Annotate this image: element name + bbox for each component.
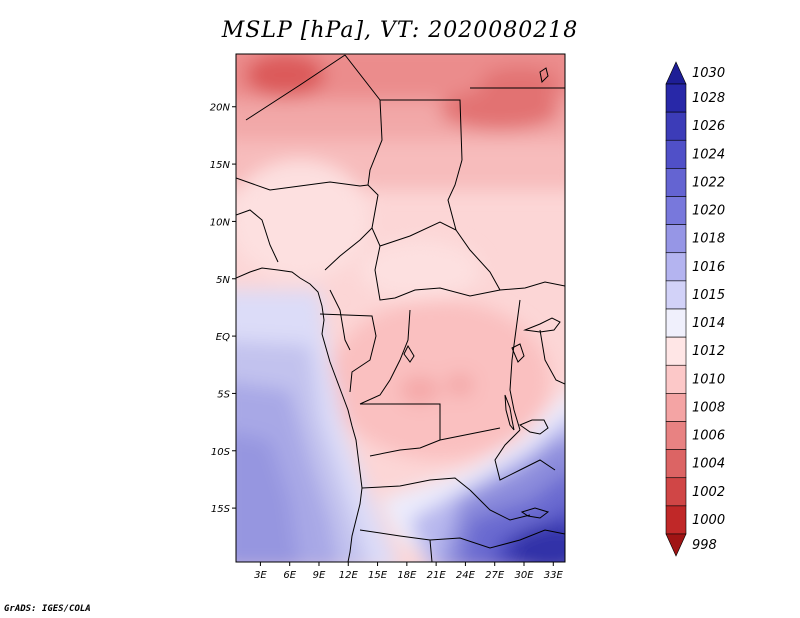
pressure-field (236, 54, 565, 562)
colorbar-swatch (665, 308, 687, 338)
colorbar-label: 1008 (692, 400, 725, 415)
lon-label: 15E (368, 570, 388, 581)
colorbar-swatch (665, 111, 687, 141)
footer-credit: GrADS: IGES/COLA (4, 604, 91, 614)
lat-label: 5S (217, 389, 230, 400)
lon-label: 27E (485, 570, 505, 581)
lon-label: 21E (427, 570, 447, 581)
lon-label: 24E (456, 570, 476, 581)
colorbar-swatch (665, 393, 687, 422)
colorbar-swatch (665, 449, 687, 479)
lon-label: 30E (514, 570, 534, 581)
colorbar-swatch (665, 196, 687, 225)
colorbar-swatch (665, 533, 687, 557)
colorbar-label: 1024 (692, 147, 725, 162)
colorbar-label: 1015 (692, 288, 725, 303)
lat-label: 20N (210, 103, 231, 114)
lon-label: 6E (283, 570, 296, 581)
colorbar-label: 1020 (692, 204, 725, 219)
colorbar-swatch (665, 421, 687, 450)
lon-label: 12E (339, 570, 359, 581)
colorbar-label: 1030 (692, 66, 725, 81)
lon-label: 18E (397, 570, 417, 581)
lat-label: 15S (211, 504, 231, 515)
lon-label: 9E (313, 570, 326, 581)
latitude-axis: 20N 15N 10N 5N EQ 5S 10S 15S (210, 103, 236, 515)
lat-label: 10S (211, 447, 231, 458)
colorbar-label: 1010 (692, 372, 725, 387)
lon-label: 3E (254, 570, 267, 581)
colorbar-label: 1014 (692, 316, 725, 331)
colorbar-label: 1026 (692, 119, 725, 134)
colorbar-swatch (665, 505, 687, 535)
colorbar-swatch (665, 139, 687, 169)
lat-label: 10N (210, 217, 231, 228)
lat-label: 15N (210, 160, 231, 171)
colorbar-swatch (665, 61, 687, 85)
map-frame (235, 53, 566, 563)
lon-label: 33E (544, 570, 564, 581)
colorbar-swatch (665, 364, 687, 394)
colorbar-label: 1028 (692, 91, 725, 106)
lat-label: EQ (216, 332, 230, 343)
colorbar-swatch (665, 224, 687, 254)
colorbar-swatch (665, 477, 687, 507)
colorbar-label: 1022 (692, 175, 725, 190)
colorbar-label: 1002 (692, 485, 725, 500)
colorbar-label: 1012 (692, 344, 725, 359)
colorbar-label: 1016 (692, 260, 725, 275)
colorbar-swatch (665, 168, 687, 197)
chart-title: MSLP [hPa], VT: 2020080218 (221, 18, 579, 43)
colorbar-label: 1018 (692, 232, 725, 247)
colorbar-swatch (665, 252, 687, 282)
colorbar: 1030 1028 1026 1024 1022 1020 1018 1016 1015 1014… (665, 61, 725, 557)
coastline-layer (236, 54, 565, 562)
colorbar-swatch (665, 83, 687, 113)
longitude-axis: 3E 6E 9E 12E 15E 18E 21E 24E 27E 30E 33E (254, 562, 563, 581)
colorbar-swatch (665, 336, 687, 366)
colorbar-label: 998 (692, 538, 717, 553)
colorbar-label: 1000 (692, 513, 725, 528)
colorbar-swatch (665, 280, 687, 310)
colorbar-label: 1004 (692, 457, 725, 472)
lat-label: 5N (216, 275, 230, 286)
colorbar-label: 1006 (692, 429, 725, 444)
